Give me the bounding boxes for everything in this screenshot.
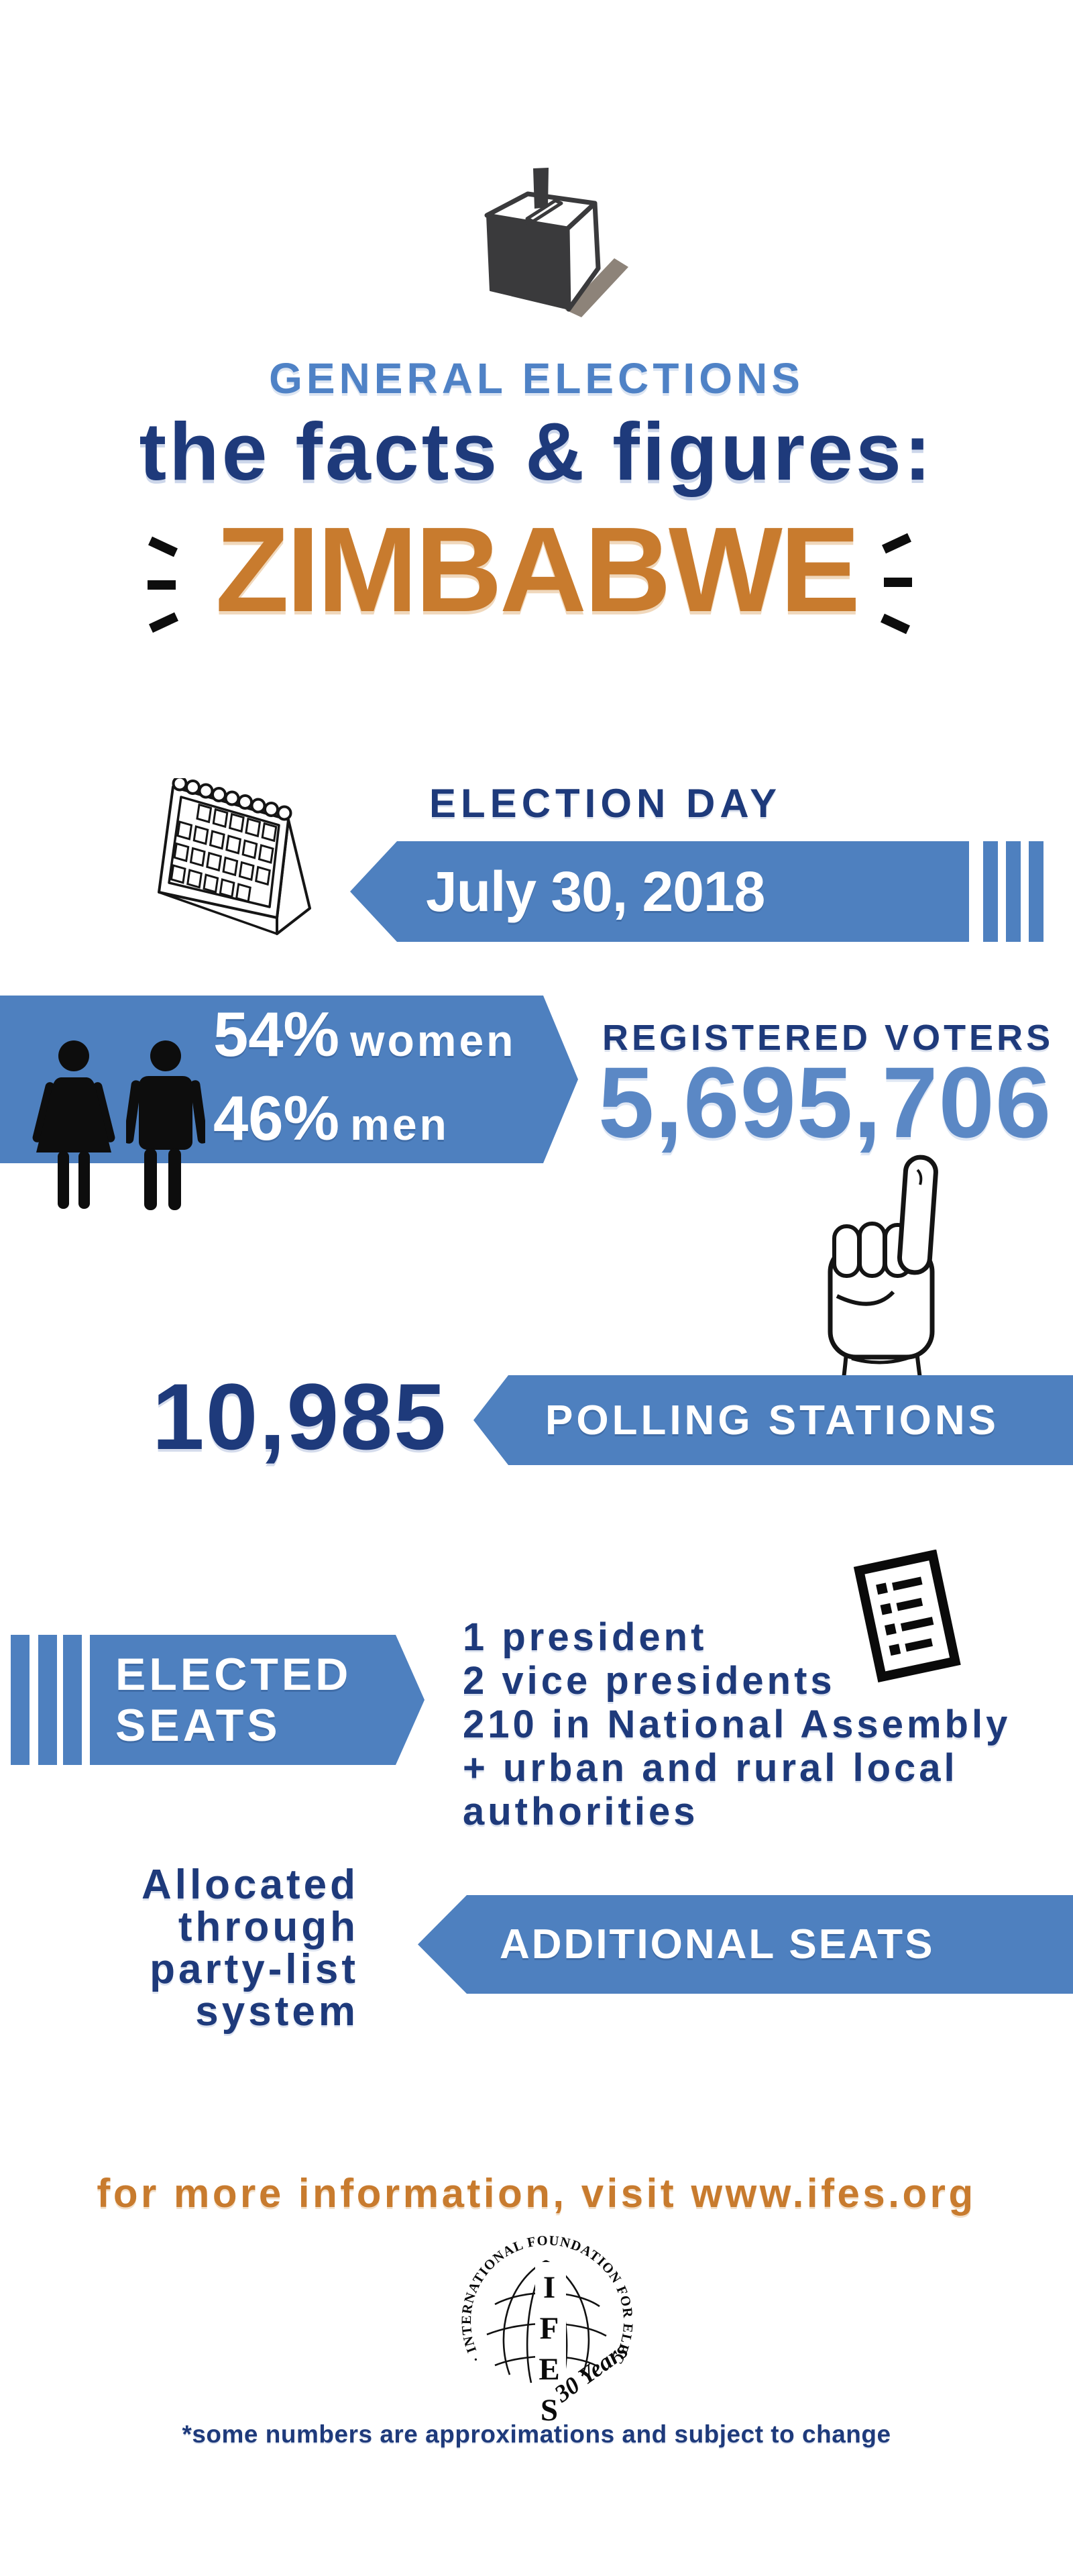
registered-voters-value: 5,695,706: [598, 1046, 1052, 1159]
banner-stripe: [983, 841, 998, 942]
elected-seats-label-line1: ELECTED: [115, 1649, 352, 1700]
men-percentage: 46%: [213, 1083, 340, 1153]
kicker-general-elections: GENERAL ELECTIONS: [269, 354, 804, 402]
men-label: men: [350, 1099, 449, 1149]
election-day-label: ELECTION DAY: [429, 781, 782, 826]
woman-icon: [32, 1040, 115, 1209]
elected-seat-item: 1 president: [463, 1615, 708, 1659]
pointing-hand-icon: [828, 1155, 938, 1379]
emphasis-dash-icon: [884, 578, 912, 587]
disclaimer-text: *some numbers are approximations and sub…: [182, 2420, 891, 2448]
election-day-value: July 30, 2018: [426, 859, 765, 923]
note-line: through: [178, 1904, 359, 1950]
elected-seats-banner: ELECTED SEATS: [90, 1635, 425, 1765]
polling-stations-label: POLLING STATIONS: [545, 1397, 1000, 1444]
elected-seat-item: authorities: [463, 1790, 699, 1833]
ifes-letter-band: [535, 2262, 566, 2390]
elected-seats-list: 1 president 2 vice presidents 210 in Nat…: [463, 1615, 1011, 1833]
ifes-logo: · INTERNATIONAL FOUNDATION FOR ELECTORAL…: [460, 2234, 634, 2408]
men-share-row: 46% men: [213, 1079, 516, 1163]
additional-seats-note: Allocated through party-list system: [101, 1864, 359, 2033]
calendar-icon: [141, 778, 311, 973]
registered-voters-label: REGISTERED VOTERS: [602, 1018, 1054, 1058]
note-line: system: [195, 1988, 359, 2035]
additional-seats-banner: ADDITIONAL SEATS: [418, 1895, 1073, 1994]
ballot-box-icon: [484, 168, 628, 317]
women-percentage: 54%: [213, 999, 340, 1069]
banner-stripe: [1029, 841, 1043, 942]
polling-stations-banner: POLLING STATIONS: [473, 1375, 1073, 1465]
man-icon: [126, 1040, 205, 1210]
banner-stripe: [63, 1635, 82, 1765]
note-line: party-list: [150, 1946, 359, 1992]
more-info-text: for more information, visit www.ifes.org: [97, 2171, 976, 2216]
elected-seat-item: + urban and rural local: [463, 1746, 958, 1790]
elected-seats-label-line2: SEATS: [115, 1700, 281, 1751]
women-label: women: [350, 1016, 516, 1065]
banner-stripe: [38, 1635, 57, 1765]
page-title: the facts & figures:: [139, 406, 934, 497]
ifes-acronym: IFES: [532, 2270, 567, 2434]
note-line: Allocated: [141, 1862, 359, 1908]
banner-stripe: [11, 1635, 30, 1765]
ballot-box-shadow: [565, 258, 628, 317]
banner-stripe: [1006, 841, 1021, 942]
election-day-banner: July 30, 2018: [350, 841, 969, 942]
additional-seats-label: ADDITIONAL SEATS: [500, 1921, 935, 1968]
country-name: ZIMBABWE: [215, 502, 860, 637]
elected-seat-item: 2 vice presidents: [463, 1659, 836, 1703]
emphasis-dash-icon: [148, 580, 176, 590]
women-share-row: 54% women: [213, 996, 516, 1079]
elected-seat-item: 210 in National Assembly: [463, 1703, 1011, 1746]
polling-stations-value: 10,985: [152, 1364, 447, 1469]
ballot-paper-icon: [853, 1550, 961, 1682]
